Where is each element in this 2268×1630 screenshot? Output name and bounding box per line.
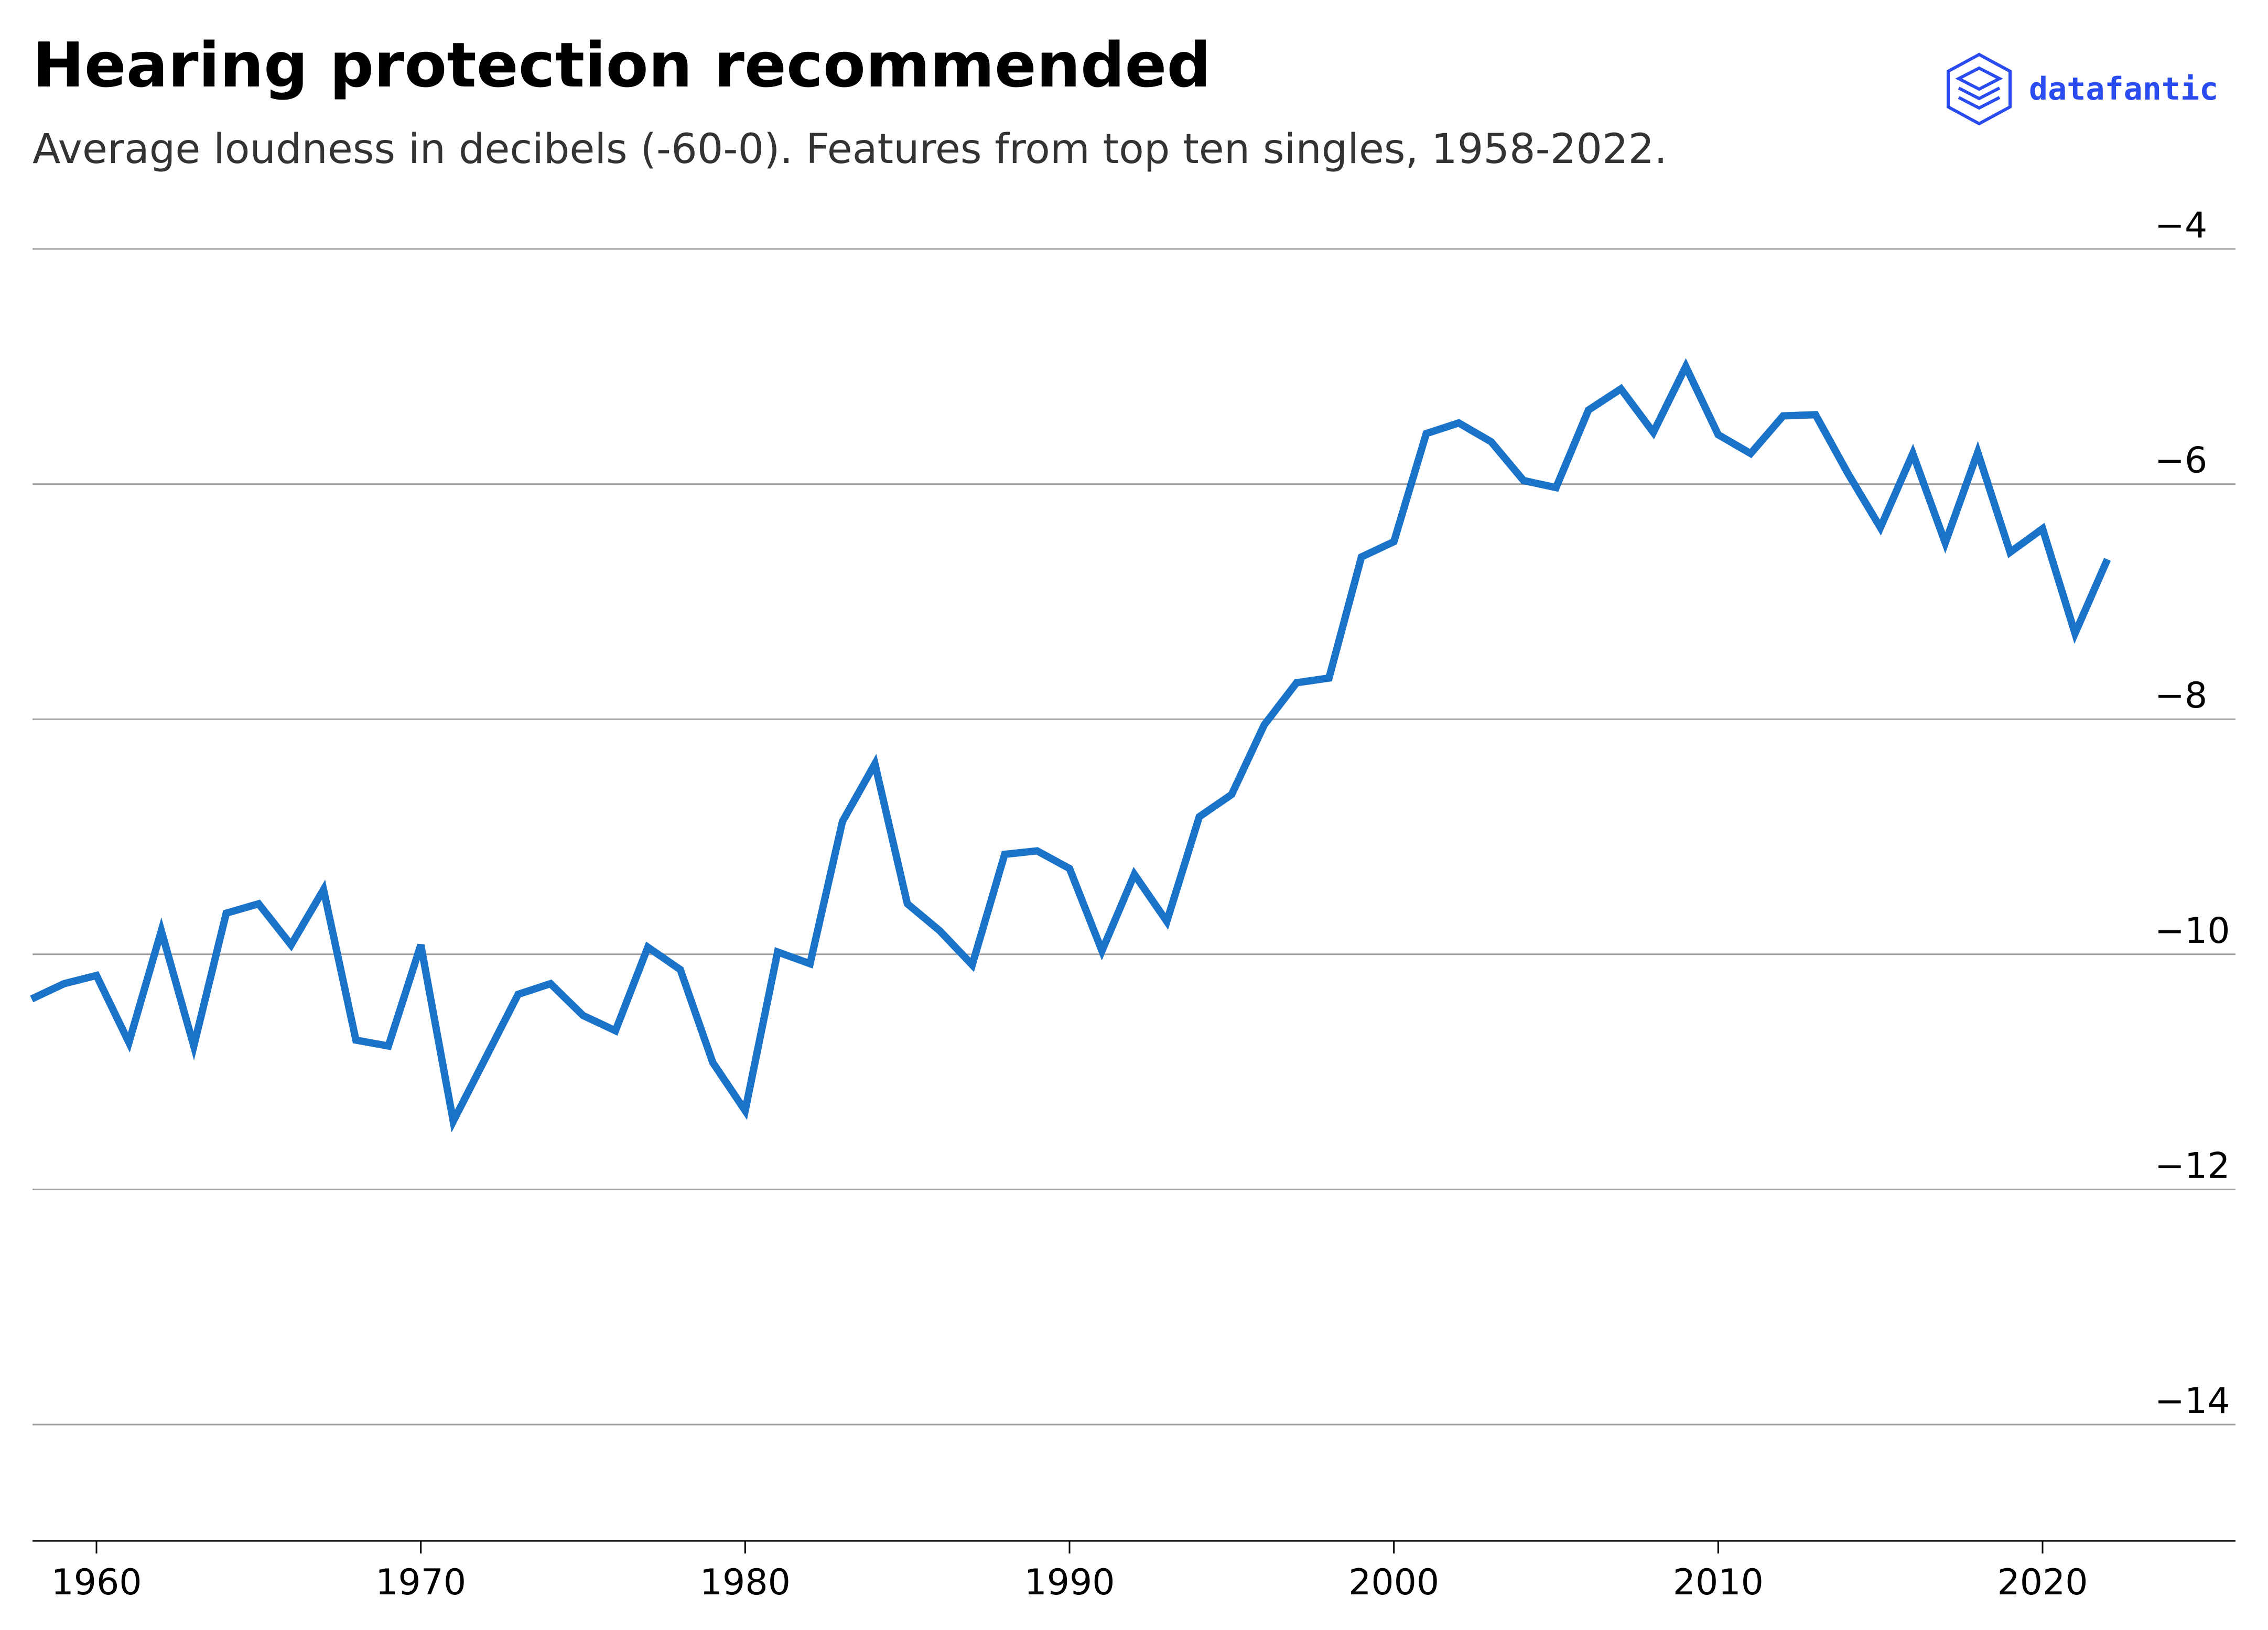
y-tick-label: −12 [2155, 1145, 2230, 1187]
x-tick-label: 1970 [375, 1562, 466, 1603]
y-tick-label: −8 [2155, 675, 2207, 716]
x-tick-label: 2010 [1673, 1562, 1764, 1603]
x-tick-label: 2020 [1997, 1562, 2088, 1603]
x-tick-label: 1990 [1024, 1562, 1115, 1603]
y-tick-label: −10 [2155, 910, 2230, 952]
y-tick-label: −4 [2155, 205, 2207, 246]
brand-logo: datafantic [1945, 52, 2218, 126]
x-tick-label: 1960 [51, 1562, 142, 1603]
stacked-layers-icon [1947, 52, 2012, 126]
y-tick-label: −6 [2155, 440, 2207, 482]
chart-title: Hearing protection recommended [33, 29, 1211, 101]
chart-subtitle: Average loudness in decibels (-60-0). Fe… [33, 126, 1668, 173]
loudness-series-line [30, 358, 2111, 1133]
brand-name: datafantic [2029, 71, 2219, 107]
x-tick-label: 2000 [1348, 1562, 1439, 1603]
y-tick-label: −14 [2155, 1381, 2230, 1422]
x-tick-label: 1980 [700, 1562, 791, 1603]
